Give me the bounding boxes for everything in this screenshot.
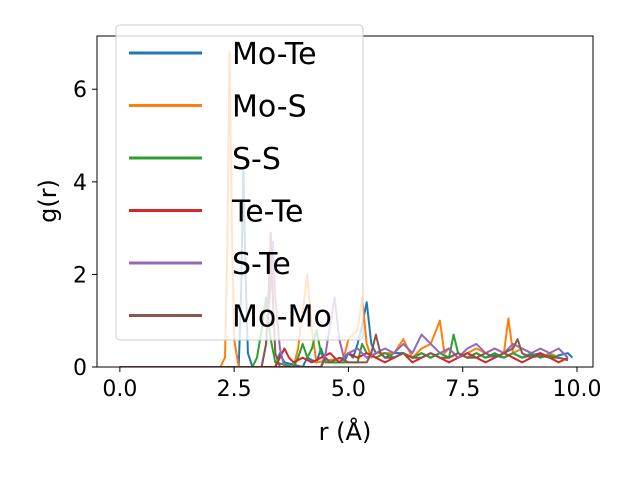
legend: Mo-Te Mo-S S-S Te-Te S-Te Mo-Mo — [115, 24, 364, 341]
x-axis-ticks: 0.0 2.5 5.0 7.5 10.0 — [102, 367, 601, 402]
legend-label-mo-s: Mo-S — [232, 90, 307, 125]
x-tick-label: 5.0 — [331, 377, 366, 402]
x-axis-label: r (Å) — [319, 417, 372, 446]
y-tick-label: 4 — [73, 171, 87, 196]
y-axis-ticks: 0 2 4 6 — [73, 78, 97, 381]
legend-frame — [115, 24, 364, 341]
y-axis-label: g(r) — [34, 179, 62, 223]
x-tick-label: 10.0 — [553, 377, 602, 402]
x-tick-label: 2.5 — [217, 377, 252, 402]
series-line-s-te — [119, 241, 569, 367]
legend-label-mo-te: Mo-Te — [232, 37, 317, 72]
legend-label-s-te: S-Te — [232, 247, 291, 282]
legend-label-mo-mo: Mo-Mo — [232, 300, 332, 335]
series-layer — [119, 51, 574, 367]
y-tick-label: 0 — [73, 356, 87, 381]
x-tick-label: 0.0 — [102, 377, 137, 402]
series-line-mo-mo — [119, 231, 569, 367]
legend-label-s-s: S-S — [232, 142, 281, 177]
series-line-te-te — [119, 347, 569, 367]
x-tick-label: 7.5 — [445, 377, 480, 402]
y-tick-label: 6 — [73, 78, 87, 103]
legend-label-te-te: Te-Te — [231, 195, 303, 230]
y-tick-label: 2 — [73, 263, 87, 288]
